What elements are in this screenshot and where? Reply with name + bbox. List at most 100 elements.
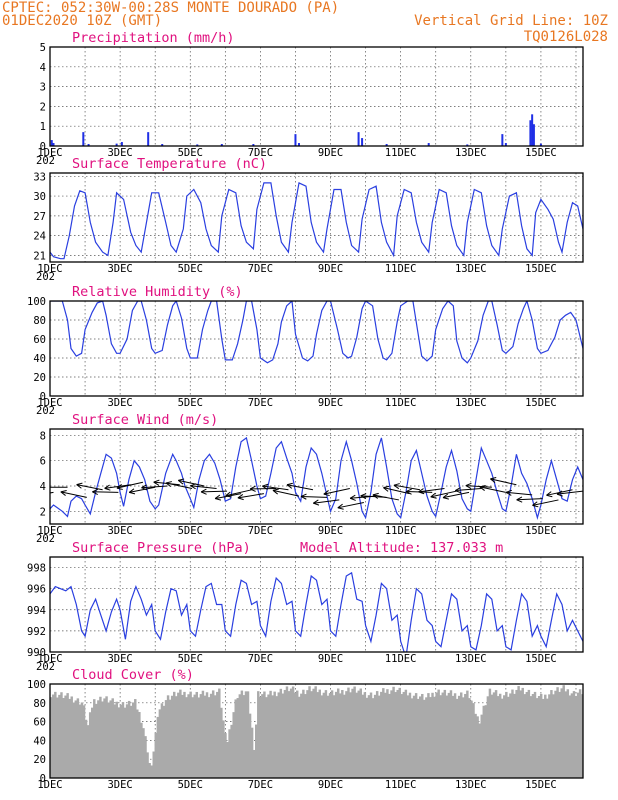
cloud-bar: [205, 692, 209, 778]
wind-arrow: [337, 501, 364, 510]
x-tick-label: 15DEC: [525, 525, 557, 537]
precip-bar: [82, 132, 85, 146]
cloud-bar: [423, 699, 426, 778]
cloud-bar: [298, 696, 301, 778]
panel-frame: [49, 46, 584, 147]
wind-arrow: [286, 482, 314, 491]
cloud-bar: [146, 752, 149, 778]
cloud-bar: [451, 695, 455, 778]
cloud-bar: [525, 692, 529, 778]
cloud-bar: [367, 695, 371, 778]
x-tick-label: 13DEC: [455, 397, 487, 409]
cloud-bar: [449, 690, 453, 778]
cloud-bar: [103, 698, 106, 778]
cloud-bar: [429, 697, 432, 778]
cloud-bar: [427, 693, 430, 778]
panel-4: Surface Pressure (hPa) Model Altitude: 13…: [27, 540, 584, 673]
cloud-bar: [293, 692, 297, 778]
cloud-bar: [236, 698, 239, 778]
cloud-bar: [259, 696, 262, 778]
wind-arrow: [116, 481, 144, 490]
wind-arrow: [383, 485, 410, 495]
cloud-bar: [289, 688, 293, 778]
wind-arrow: [200, 488, 228, 495]
wind-arrow: [128, 486, 156, 495]
cloud-bar: [371, 698, 375, 778]
y-tick-label: 996: [27, 584, 46, 596]
cloud-bar: [513, 693, 516, 778]
cloud-bar: [361, 694, 365, 778]
cloud-bar: [486, 696, 490, 778]
cloud-bar: [134, 699, 137, 778]
cloud-bar: [466, 690, 469, 778]
cloud-bar: [326, 695, 330, 778]
cloud-bar: [388, 693, 391, 778]
precip-bar: [161, 144, 164, 146]
precip-bar: [529, 120, 532, 146]
cloud-bar: [179, 689, 182, 778]
cloud-bar: [173, 691, 176, 778]
cloud-bar: [373, 694, 377, 778]
wind-arrow: [442, 491, 470, 500]
cloud-bar: [76, 698, 80, 778]
cloud-bar: [140, 722, 143, 778]
cloud-bar: [95, 703, 98, 778]
cloud-bar: [351, 688, 354, 778]
x-tick-label: 11DEC: [385, 779, 417, 791]
cloud-bar: [447, 692, 451, 778]
x-tick-label: 15DEC: [525, 653, 557, 665]
panel-title: Cloud Cover (%): [72, 667, 194, 683]
y-tick-label: 80: [33, 315, 46, 327]
cloud-bar: [199, 694, 203, 778]
cloud-bar: [474, 713, 477, 778]
x-tick-label: 3DEC: [107, 525, 132, 537]
cloud-bar: [439, 695, 442, 778]
x-tick-label: 11DEC: [385, 147, 417, 159]
panel-frame: [49, 428, 584, 525]
y-tick-label: 60: [33, 717, 46, 729]
precip-bar: [50, 140, 53, 146]
x-sub-label: 202: [36, 405, 55, 417]
cloud-bar: [238, 694, 242, 778]
y-tick-label: 40: [33, 735, 46, 747]
cloud-bar: [542, 698, 545, 778]
precip-bar: [466, 144, 469, 146]
cloud-bar: [324, 690, 328, 778]
cloud-bar: [572, 691, 576, 778]
x-tick-label: 15DEC: [525, 263, 557, 275]
panel-0: Precipitation (mm/h) 0 1 2 3 4 5 1DEC 3DEC 5DEC 7D…: [36, 30, 584, 167]
cloud-bar: [265, 697, 268, 778]
cloud-bar: [154, 732, 157, 778]
cloud-bar: [496, 696, 500, 778]
y-tick-label: 40: [33, 353, 46, 365]
cloud-bar: [529, 696, 533, 778]
plot-area: [50, 182, 583, 260]
cloud-bar: [515, 689, 518, 778]
cloud-bar: [101, 701, 104, 778]
cloud-bar: [332, 695, 336, 778]
cloud-bar: [539, 693, 543, 778]
cloud-bar: [443, 689, 447, 778]
cloud-bar: [523, 694, 526, 778]
y-tick-label: 990: [27, 647, 46, 659]
cloud-bar: [431, 692, 434, 778]
panel-frame: [49, 300, 584, 397]
cloud-bar: [64, 695, 67, 778]
cloud-bar: [457, 695, 461, 778]
cloud-bar: [132, 702, 135, 778]
cloud-bar: [339, 693, 342, 778]
wind-arrow: [505, 489, 533, 496]
cloud-bar: [357, 690, 360, 778]
panel-frame: [49, 683, 584, 779]
cloud-bar: [511, 689, 514, 778]
wind-arrow: [556, 490, 583, 497]
y-tick-label: 100: [27, 296, 46, 308]
wind-arrow: [418, 488, 445, 495]
wind-arrow: [165, 481, 193, 490]
cloud-bar: [86, 725, 90, 778]
cloud-bar: [398, 687, 401, 778]
cloud-bar: [375, 691, 379, 778]
cloud-bar: [544, 694, 547, 778]
cloud-bar: [129, 705, 133, 778]
x-tick-label: 3DEC: [107, 263, 132, 275]
